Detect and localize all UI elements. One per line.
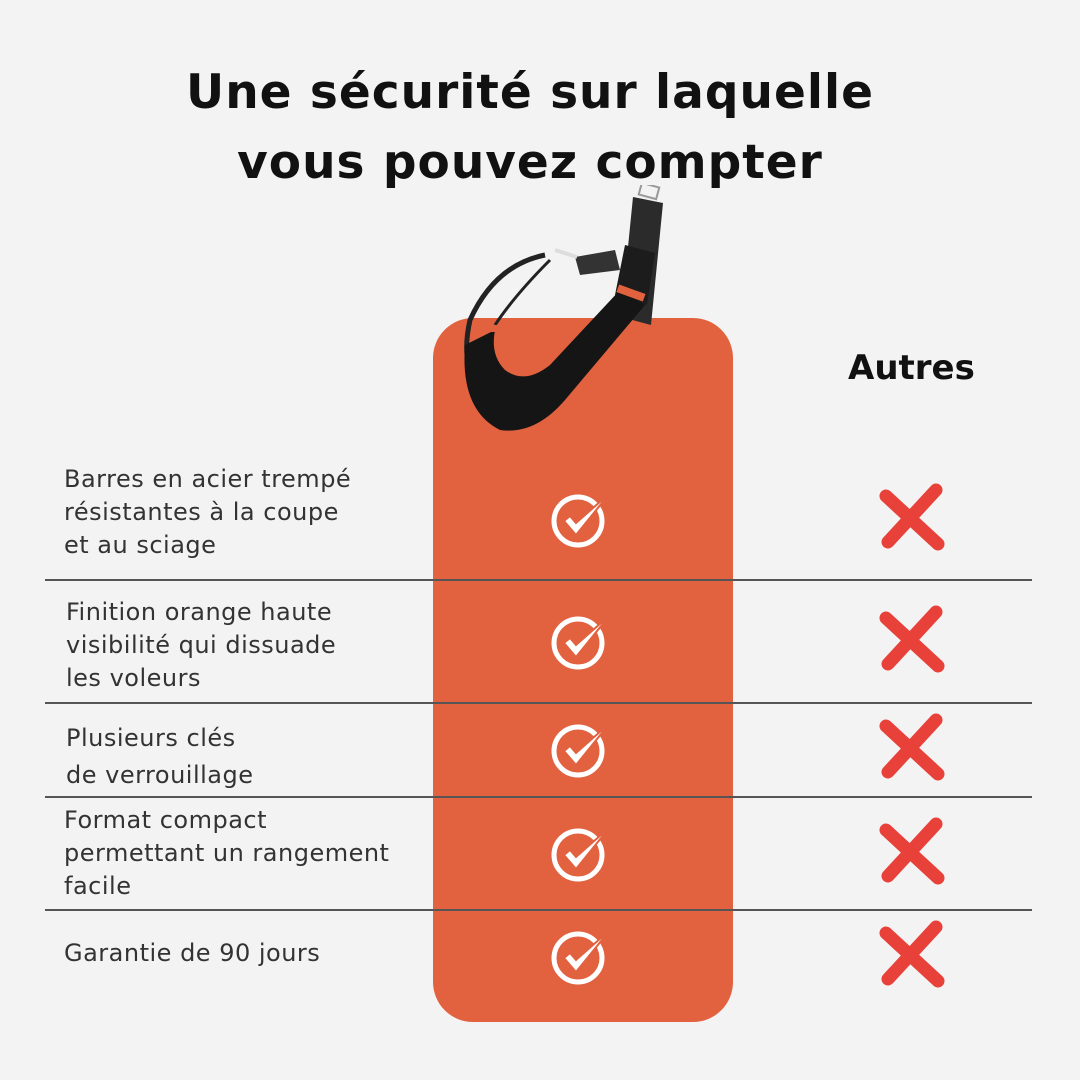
row-divider xyxy=(45,579,1032,581)
cross-icon xyxy=(879,483,945,551)
row-divider xyxy=(45,909,1032,911)
row-divider xyxy=(45,702,1032,704)
title-line-2: vous pouvez compter xyxy=(237,135,823,190)
check-icon xyxy=(551,492,611,548)
feature-row-4-label: Format compact permettant un rangement f… xyxy=(64,804,389,903)
feature-line: Format compact xyxy=(64,806,268,834)
feature-line: les voleurs xyxy=(66,664,201,692)
feature-row-1-label: Barres en acier trempé résistantes à la … xyxy=(64,463,351,562)
cross-icon xyxy=(879,920,945,988)
feature-line: Garantie de 90 jours xyxy=(64,939,321,967)
feature-line: de verrouillage xyxy=(66,761,254,789)
feature-line: facile xyxy=(64,872,132,900)
product-column-highlight xyxy=(433,318,733,1022)
feature-line: résistantes à la coupe xyxy=(64,498,339,526)
feature-row-5-label: Garantie de 90 jours xyxy=(64,937,320,970)
feature-line: Finition orange haute xyxy=(66,598,333,626)
feature-row-2-label: Finition orange haute visibilité qui dis… xyxy=(66,596,336,695)
check-icon xyxy=(551,614,611,670)
feature-line: Barres en acier trempé xyxy=(64,465,352,493)
feature-line: visibilité qui dissuade xyxy=(66,631,337,659)
feature-line: et au sciage xyxy=(64,531,217,559)
check-icon xyxy=(551,826,611,882)
competitor-column-header: Autres xyxy=(848,348,975,388)
page-title: Une sécurité sur laquelle vous pouvez co… xyxy=(0,58,1060,198)
cross-icon xyxy=(879,817,945,885)
cross-icon xyxy=(879,713,945,781)
feature-row-3-label: Plusieurs clés de verrouillage xyxy=(66,720,254,794)
check-icon xyxy=(551,929,611,985)
row-divider xyxy=(45,796,1032,798)
feature-line: Plusieurs clés xyxy=(66,724,236,752)
check-icon xyxy=(551,722,611,778)
cross-icon xyxy=(879,605,945,673)
steering-wheel-lock-product-image xyxy=(464,185,663,431)
title-line-1: Une sécurité sur laquelle xyxy=(186,65,874,120)
feature-line: permettant un rangement xyxy=(64,839,390,867)
